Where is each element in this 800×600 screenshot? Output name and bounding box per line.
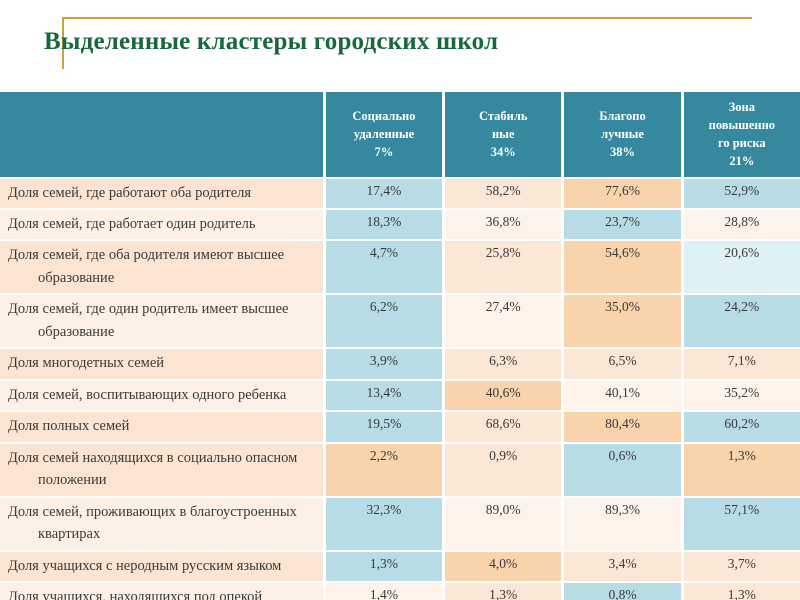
value-cell: 57,1% [683, 497, 800, 550]
value-cell: 80,4% [564, 412, 681, 442]
table-row: Доля полных семей 19,5% 68,6% 80,4% 60,2… [0, 412, 800, 442]
slide-title: Выделенные кластеры городских школ [44, 28, 499, 55]
value-cell: 52,9% [683, 178, 800, 208]
value-cell: 3,4% [564, 551, 681, 582]
value-cell: 23,7% [564, 209, 681, 240]
table-row: Доля учащихся с неродным русским языком … [0, 551, 800, 582]
table-row: Доля семей, воспитывающих одного ребенка… [0, 380, 800, 411]
value-cell: 40,1% [564, 380, 681, 411]
clusters-table-container: Социально удаленные 7% Стабиль ные 34% Б… [0, 92, 800, 600]
value-cell: 27,4% [445, 295, 562, 348]
table-row: Доля семей, где работают оба родителя 17… [0, 178, 800, 208]
clusters-table: Социально удаленные 7% Стабиль ные 34% Б… [0, 92, 800, 600]
value-cell: 1,3% [445, 583, 562, 600]
value-cell: 18,3% [325, 209, 443, 240]
value-cell: 0,8% [564, 583, 681, 600]
value-cell: 6,5% [564, 349, 681, 379]
value-cell: 1,3% [683, 583, 800, 600]
col-header-prosperous: Благопо лучные 38% [564, 92, 681, 177]
table-row: Доля семей, проживающих в благоустроенны… [0, 497, 800, 550]
row-label: Доля учащихся, находящихся под опекой [0, 583, 323, 600]
value-cell: 58,2% [445, 178, 562, 208]
col-header-high-risk-zone: Зона повышенно го риска 21% [683, 92, 800, 177]
value-cell: 0,9% [445, 443, 562, 496]
value-cell: 6,3% [445, 349, 562, 379]
value-cell: 89,0% [445, 497, 562, 550]
table-row: Доля семей находящихся в социально опасн… [0, 443, 800, 496]
value-cell: 13,4% [325, 380, 443, 411]
gold-accent-rule [62, 17, 752, 69]
value-cell: 1,3% [325, 551, 443, 582]
table-row: Доля многодетных семей 3,9% 6,3% 6,5% 7,… [0, 349, 800, 379]
corner-header-cell [0, 92, 323, 177]
value-cell: 20,6% [683, 241, 800, 294]
value-cell: 40,6% [445, 380, 562, 411]
row-label: Доля семей, где работает один родитель [0, 209, 323, 240]
value-cell: 1,3% [683, 443, 800, 496]
value-cell: 7,1% [683, 349, 800, 379]
value-cell: 60,2% [683, 412, 800, 442]
value-cell: 6,2% [325, 295, 443, 348]
col-header-stable: Стабиль ные 34% [445, 92, 562, 177]
table-row: Доля семей, где один родитель имеет высш… [0, 295, 800, 348]
value-cell: 54,6% [564, 241, 681, 294]
value-cell: 3,9% [325, 349, 443, 379]
table-row: Доля семей, где оба родителя имеют высше… [0, 241, 800, 294]
row-label: Доля полных семей [0, 412, 323, 442]
value-cell: 1,4% [325, 583, 443, 600]
value-cell: 77,6% [564, 178, 681, 208]
value-cell: 4,0% [445, 551, 562, 582]
value-cell: 28,8% [683, 209, 800, 240]
value-cell: 0,6% [564, 443, 681, 496]
value-cell: 4,7% [325, 241, 443, 294]
value-cell: 17,4% [325, 178, 443, 208]
value-cell: 24,2% [683, 295, 800, 348]
col-header-socially-remote: Социально удаленные 7% [325, 92, 443, 177]
value-cell: 35,2% [683, 380, 800, 411]
value-cell: 19,5% [325, 412, 443, 442]
table-row: Доля учащихся, находящихся под опекой 1,… [0, 583, 800, 600]
row-label: Доля семей, где работают оба родителя [0, 178, 323, 208]
value-cell: 89,3% [564, 497, 681, 550]
row-label: Доля семей находящихся в социально опасн… [0, 443, 323, 496]
row-label: Доля многодетных семей [0, 349, 323, 379]
value-cell: 32,3% [325, 497, 443, 550]
value-cell: 2,2% [325, 443, 443, 496]
table-row: Доля семей, где работает один родитель 1… [0, 209, 800, 240]
row-label: Доля семей, где один родитель имеет высш… [0, 295, 323, 348]
value-cell: 35,0% [564, 295, 681, 348]
row-label: Доля семей, где оба родителя имеют высше… [0, 241, 323, 294]
row-label: Доля семей, проживающих в благоустроенны… [0, 497, 323, 550]
row-label: Доля учащихся с неродным русским языком [0, 551, 323, 582]
value-cell: 68,6% [445, 412, 562, 442]
header-row: Социально удаленные 7% Стабиль ные 34% Б… [0, 92, 800, 177]
value-cell: 36,8% [445, 209, 562, 240]
value-cell: 3,7% [683, 551, 800, 582]
value-cell: 25,8% [445, 241, 562, 294]
row-label: Доля семей, воспитывающих одного ребенка [0, 380, 323, 411]
